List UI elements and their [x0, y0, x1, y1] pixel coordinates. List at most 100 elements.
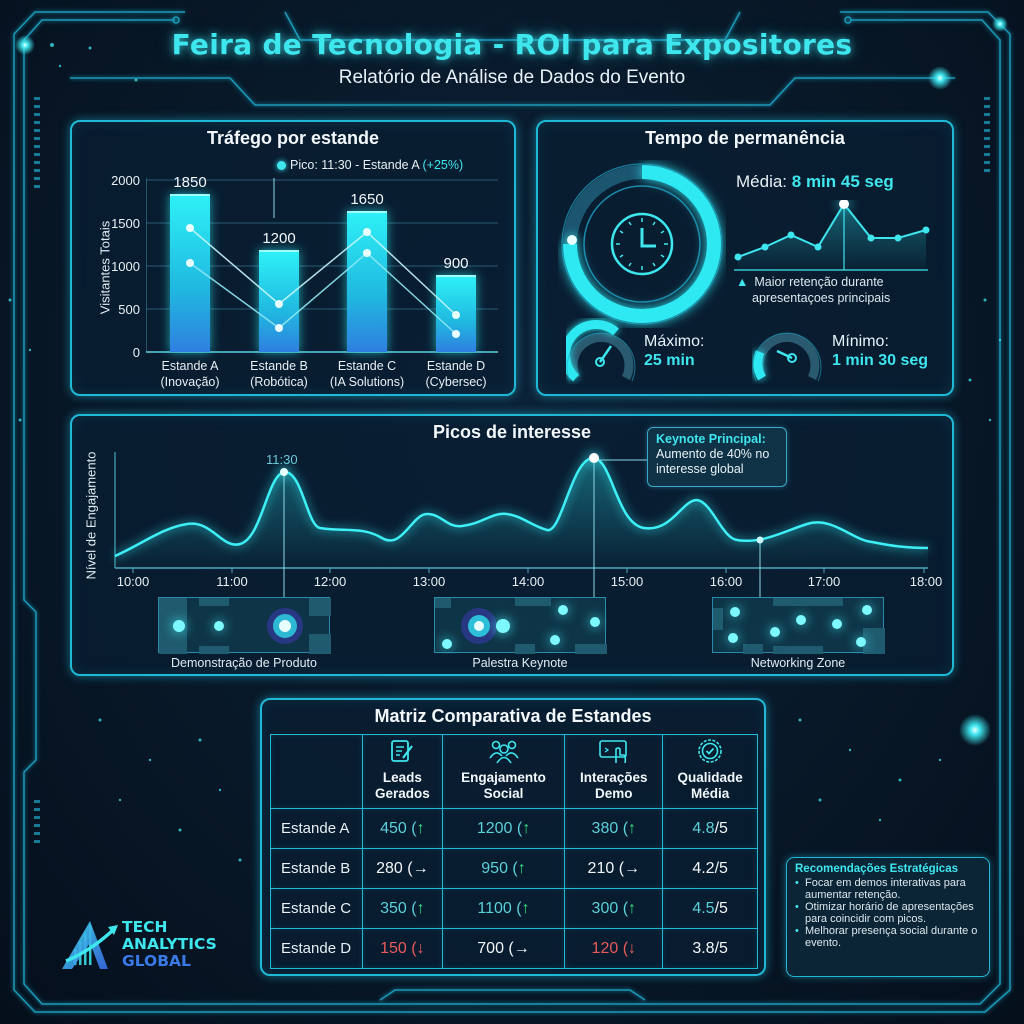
- page-title: Feira de Tecnologia - ROI para Expositor…: [171, 28, 853, 61]
- cell-social: 700 (→: [441, 928, 566, 969]
- dwell-title: Tempo de permanência: [645, 128, 845, 148]
- engagement-curve: [114, 452, 929, 598]
- time-tick: 14:00: [511, 574, 545, 589]
- x-category: Estande A (Inovação): [160, 359, 220, 389]
- arrow-up-icon: ↑: [416, 819, 425, 837]
- peaks-title: Picos de interesse: [432, 422, 592, 442]
- table-row: Estande A 450 (↑ 1200 (↑ 380 (↑ 4.8/5: [270, 808, 758, 849]
- time-tick: 17:00: [807, 574, 841, 589]
- time-tick: 10:00: [116, 574, 150, 589]
- y-tick: 2000: [111, 173, 140, 188]
- peak-dot-icon: [277, 161, 286, 171]
- cell-demo: 380 (↑: [564, 808, 664, 849]
- cell-quality: 4.5/5: [662, 888, 758, 929]
- x-category: Estande B (Robótica): [250, 359, 308, 389]
- page-subtitle: Relatório de Análise de Dados do Evento: [338, 67, 686, 88]
- table-row: Estande C 350 (↑ 1100 (↑ 300 (↑ 4.5/5: [270, 888, 758, 929]
- time-tick: 12:00: [313, 574, 347, 589]
- table-row: Estande D 150 (↓ 700 (→ 120 (↓ 3.8/5: [270, 928, 758, 969]
- touch-screen-icon: [598, 740, 627, 764]
- cell-social: 950 (↑: [441, 848, 566, 889]
- bar-value: 900: [443, 255, 469, 272]
- cell-demo: 210 (→: [564, 848, 664, 889]
- time-tick: 11:00: [216, 574, 248, 589]
- y-tick: 500: [118, 302, 140, 317]
- clock-ring-icon: [561, 163, 723, 325]
- people-group-icon: [488, 740, 519, 764]
- traffic-title: Tráfego por estande: [206, 128, 380, 148]
- arrow-right-icon: →: [412, 859, 429, 877]
- header-quality: Qualidade Média: [662, 734, 758, 809]
- arrow-up-icon: ↑: [416, 899, 425, 917]
- company-logo: TECH ANALYTICS GLOBAL: [60, 915, 240, 975]
- arrow-up-icon: ↑: [517, 859, 526, 877]
- gauge-max-icon: [566, 320, 636, 382]
- average-dwell: Média: 8 min 45 seg: [736, 172, 894, 191]
- arrow-right-icon: →: [513, 939, 530, 957]
- dwell-time-panel: Tempo de permanência Média: 8 min 45 seg…: [536, 120, 954, 396]
- recommendations-title: Recomendações Estratégicas: [795, 863, 958, 875]
- retention-note: ▲ Maior retenção durante apresentaçoes pr…: [736, 275, 891, 305]
- header-leads: Leads Gerados: [362, 734, 443, 809]
- matrix-title: Matriz Comparativa de Estandes: [374, 706, 652, 726]
- bar-value: 1850: [173, 174, 207, 191]
- recommendations-box: Recomendações Estratégicas Focar em demo…: [786, 857, 990, 977]
- dwell-sparkline: [734, 200, 930, 271]
- time-tick: 13:00: [412, 574, 446, 589]
- peak-time-label: 11:30: [266, 452, 298, 467]
- row-label: Estande A: [270, 808, 363, 849]
- table-header-row: Leads Gerados Engajamento Social Interaçõe…: [270, 734, 758, 809]
- traffic-panel: Tráfego por estande Pico: 11:30 - Estand…: [70, 120, 516, 396]
- cell-leads: 280 (→: [362, 848, 443, 889]
- arrow-down-icon: ↓: [628, 939, 637, 957]
- zone-map-keynote[interactable]: [434, 597, 607, 654]
- traffic-line-overlay: [186, 224, 460, 338]
- logo-mark-icon: [62, 921, 118, 969]
- arrow-up-icon: ↑: [522, 819, 531, 837]
- interest-peaks-panel: Picos de interesse Nível de Engajamento …: [70, 414, 954, 676]
- recommendations-list: Focar em demos interativas para aumentar…: [795, 877, 981, 949]
- cell-demo: 120 (↓: [564, 928, 664, 969]
- comparison-matrix-panel: Matriz Comparativa de Estandes Leads Gera…: [260, 698, 766, 976]
- zone-label-demo: Demonstração de Produto: [171, 656, 317, 670]
- arrow-up-icon: ↑: [628, 899, 637, 917]
- logo-line-3: GLOBAL: [122, 952, 191, 970]
- keynote-callout: Keynote Principal: Aumento de 40% no int…: [647, 427, 787, 487]
- arrow-up-icon: ↑: [521, 899, 530, 917]
- cell-quality: 4.8/5: [662, 808, 758, 849]
- recommendation-item: Otimizar horário de apresentações para c…: [795, 901, 981, 925]
- zone-label-networking: Networking Zone: [750, 656, 846, 670]
- header: Feira de Tecnologia - ROI para Expositor…: [0, 28, 1024, 89]
- zone-label-keynote: Palestra Keynote: [472, 656, 568, 670]
- y-tick: 0: [132, 345, 140, 360]
- logo-line-1: TECH: [122, 918, 168, 936]
- zone-map-demo[interactable]: [158, 597, 331, 654]
- header-social: Engajamento Social: [441, 734, 566, 809]
- row-label: Estande C: [270, 888, 363, 929]
- peak-note: Pico: 11:30 - Estande A (+25%): [277, 158, 463, 172]
- logo-line-2: ANALYTICS: [122, 935, 217, 953]
- arrow-down-icon: ↓: [416, 939, 425, 957]
- bar-value: 1200: [262, 230, 296, 247]
- arrow-up-icon: ↑: [628, 819, 637, 837]
- cell-social: 1200 (↑: [441, 808, 566, 849]
- cell-social: 1100 (↑: [441, 888, 566, 929]
- check-badge-icon: [698, 739, 722, 763]
- recommendation-item: Melhorar presença social durante o event…: [795, 925, 981, 949]
- cell-quality: 4.2/5: [662, 848, 758, 889]
- bar-value: 1650: [350, 191, 384, 208]
- zone-map-networking[interactable]: [712, 597, 885, 654]
- header-demo: Interações Demo: [564, 734, 664, 809]
- x-category: Estande C (IA Solutions): [329, 359, 405, 389]
- row-label: Estande B: [270, 848, 363, 889]
- x-category: Estande D (Cybersec): [425, 359, 487, 389]
- cell-leads: 450 (↑: [362, 808, 443, 849]
- cell-leads: 150 (↓: [362, 928, 443, 969]
- time-tick: 18:00: [909, 574, 943, 589]
- min-dwell: Mínimo: 1 min 30 seg: [832, 333, 929, 369]
- triangle-up-icon: ▲: [736, 275, 749, 289]
- time-tick: 15:00: [610, 574, 644, 589]
- arrow-right-icon: →: [624, 859, 641, 877]
- cell-quality: 3.8/5: [662, 928, 758, 969]
- max-dwell: Máximo: 25 min: [644, 333, 705, 369]
